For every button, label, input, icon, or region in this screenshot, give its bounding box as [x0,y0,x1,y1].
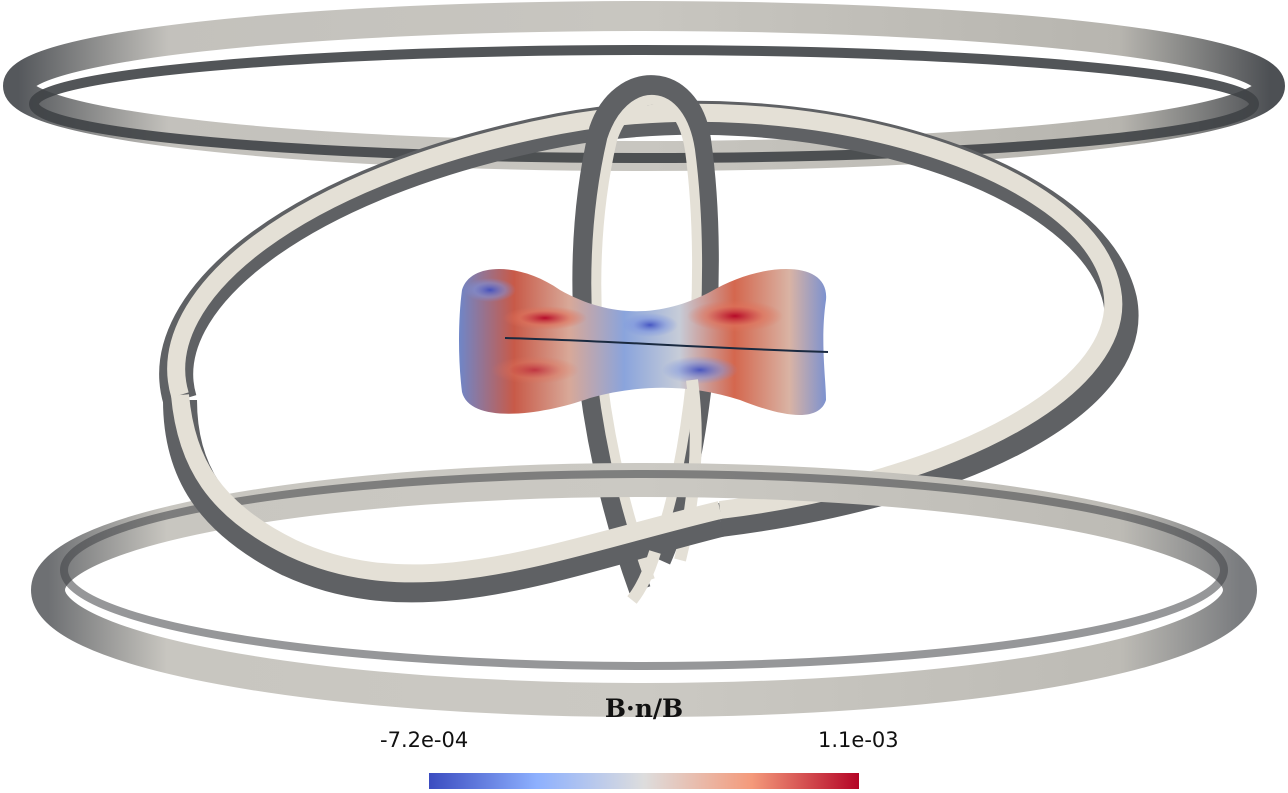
tilted-ellipse-coil [159,100,1139,537]
top-ring-coil [3,1,1285,171]
plasma-surface [459,268,829,415]
colorbar-gradient [429,773,859,789]
colorbar-max-label: 1.1e-03 [818,728,899,752]
colorbar-title: B·n/B [604,694,684,723]
colorbar-min-label: -7.2e-04 [380,728,469,752]
tilted-ellipse-coil-front [163,394,725,604]
bottom-ring-coil [31,463,1257,717]
